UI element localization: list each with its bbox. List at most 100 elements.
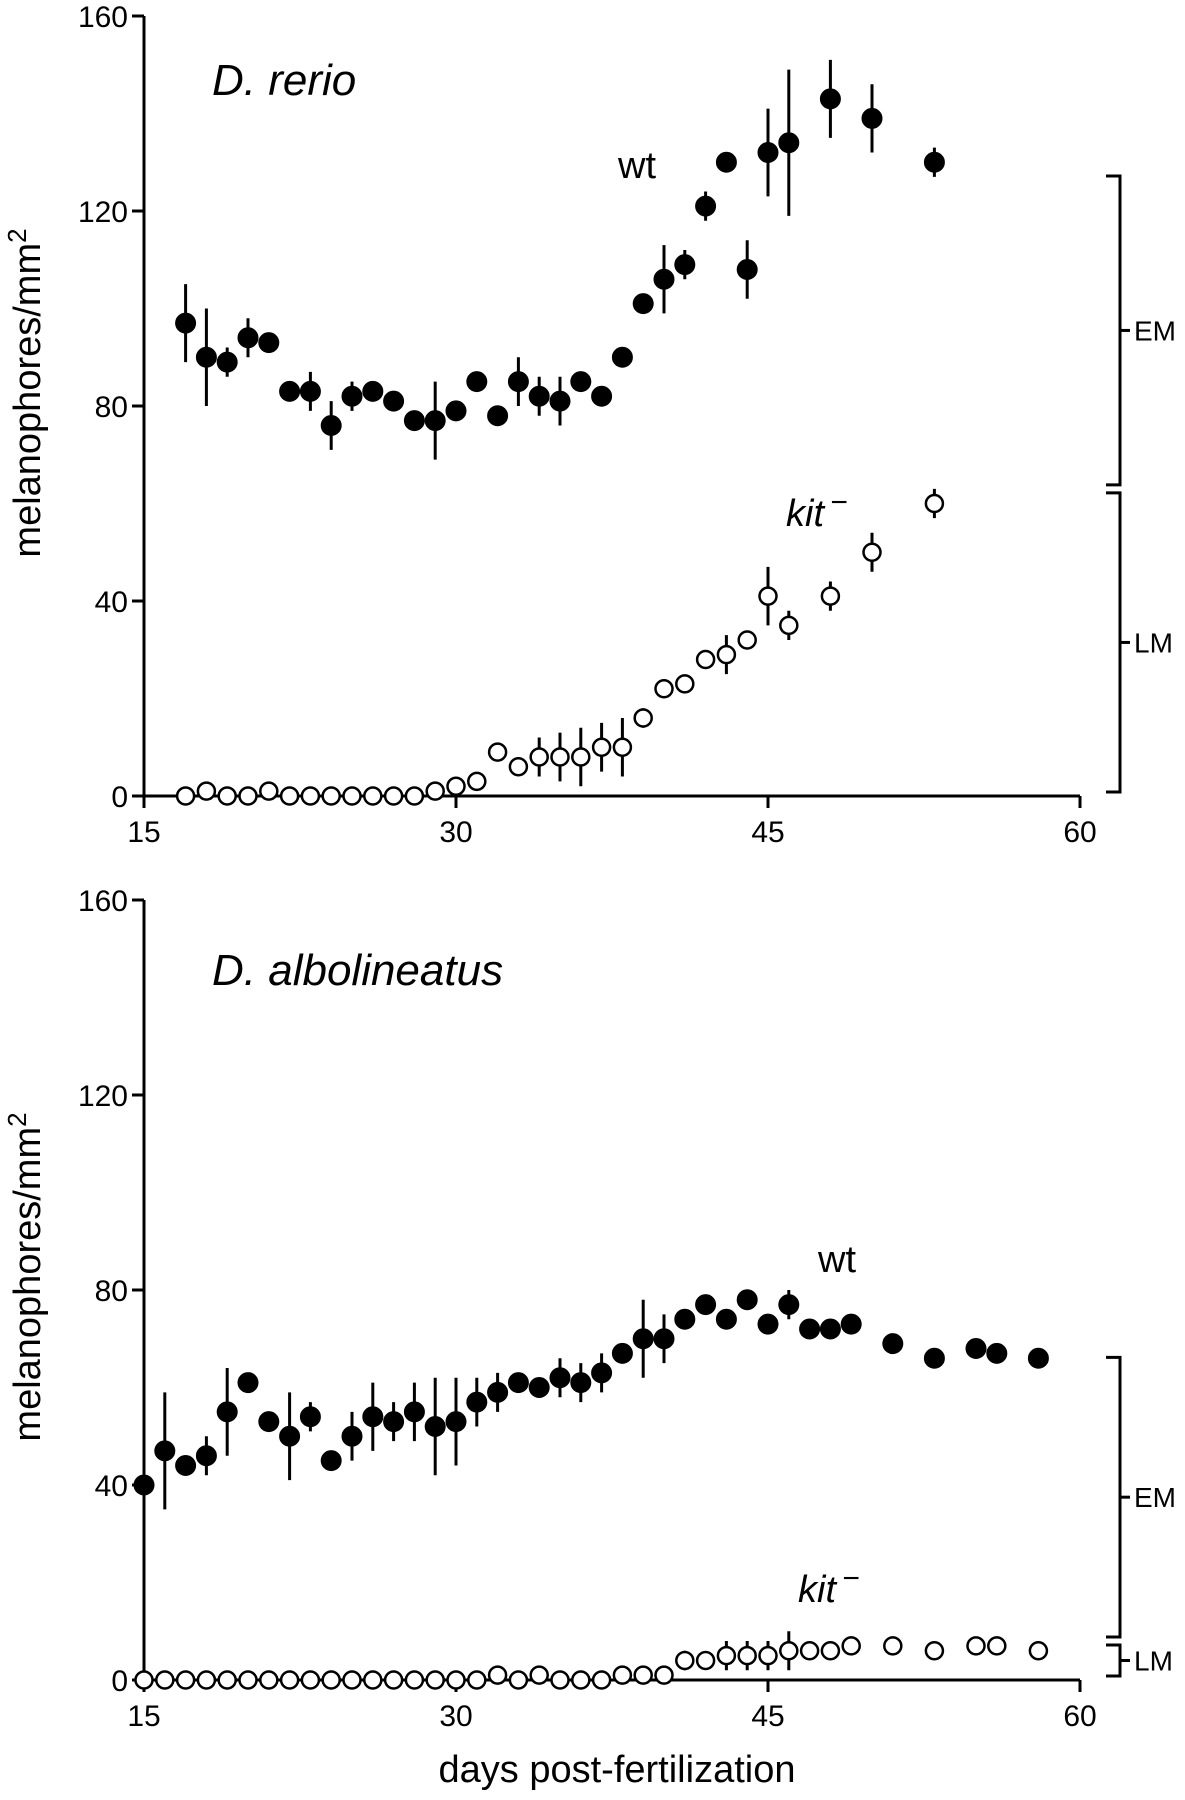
data-point-kit: [550, 1670, 570, 1690]
data-point-wt: [591, 385, 613, 407]
data-point-wt: [632, 293, 654, 315]
data-point-kit: [487, 742, 508, 762]
bracket-label: EM: [1134, 1482, 1176, 1513]
series-label-wt: wt: [617, 145, 656, 187]
data-point-wt: [362, 1406, 384, 1428]
data-point-kit: [467, 771, 487, 792]
data-point-kit: [259, 1670, 279, 1690]
panel-d-rerio: D. rerio melanophores/mm2 wt kit − 0 40 80 1…: [2, 1, 1176, 849]
data-point-wt: [674, 1308, 696, 1330]
data-point-wt: [403, 410, 425, 432]
x-axis-title: days post-fertilization: [439, 1749, 796, 1791]
data-point-kit: [612, 1665, 633, 1685]
data-point-wt: [611, 1342, 633, 1364]
data-point-wt: [840, 1313, 862, 1335]
data-point-kit: [820, 586, 841, 606]
data-point-kit: [654, 679, 674, 699]
data-point-kit: [924, 493, 945, 514]
data-point-kit: [591, 737, 612, 757]
data-point-wt: [279, 1425, 301, 1447]
data-point-kit: [529, 747, 549, 767]
data-point-wt: [466, 1391, 488, 1413]
data-point-kit: [779, 1641, 799, 1661]
data-point-kit: [862, 542, 882, 562]
data-point-kit: [363, 786, 383, 806]
data-point-kit: [695, 1650, 716, 1671]
data-point-kit: [529, 1665, 549, 1685]
data-point-wt: [653, 1328, 675, 1350]
data-point-wt: [403, 1401, 425, 1423]
data-point-kit: [425, 1670, 445, 1690]
data-point-wt: [986, 1342, 1008, 1364]
data-point-kit: [799, 1641, 820, 1661]
data-point-kit: [342, 1670, 362, 1690]
data-point-kit: [675, 1650, 695, 1671]
data-point-kit: [175, 786, 196, 806]
data-point-kit: [571, 747, 591, 767]
data-point-wt: [778, 132, 800, 154]
panel-d-albolineatus: D. albolineatus melanophores/mm2 wt kit −…: [2, 885, 1176, 1733]
data-point-wt: [923, 1347, 945, 1369]
data-point-wt: [466, 371, 488, 393]
bracket-label: LM: [1134, 627, 1173, 658]
bracket-line: [1106, 491, 1122, 794]
data-point-kit: [467, 1670, 487, 1690]
data-point-kit: [716, 644, 737, 665]
y-tick-label: 160: [78, 885, 128, 918]
data-point-kit: [342, 786, 362, 806]
data-point-wt: [341, 1425, 363, 1447]
data-point-wt: [549, 390, 571, 412]
brackets-d-rerio: EM LM: [1106, 174, 1176, 794]
data-point-kit: [758, 586, 778, 606]
data-point-kit: [383, 1670, 404, 1690]
data-point-kit: [217, 786, 237, 806]
data-point-kit: [779, 615, 799, 636]
data-point-wt: [175, 312, 197, 334]
data-point-kit: [425, 781, 445, 801]
data-point-wt: [923, 151, 945, 173]
data-point-kit: [259, 781, 279, 801]
x-tick-label: 45: [751, 1700, 784, 1733]
y-tick-label: 80: [95, 1275, 128, 1308]
data-point-kit: [612, 737, 633, 757]
x-tick-label: 15: [127, 1700, 160, 1733]
data-point-wt: [695, 1294, 717, 1316]
data-point-kit: [758, 1645, 778, 1666]
data-point-wt: [216, 351, 238, 373]
data-point-kit: [321, 1670, 341, 1690]
y-tick-label: 40: [95, 1470, 128, 1503]
data-point-kit: [571, 1670, 591, 1690]
y-tick-label: 120: [78, 196, 128, 229]
data-point-wt: [882, 1333, 904, 1355]
series-label-kit: kit −: [798, 1562, 860, 1611]
data-point-kit: [446, 1670, 466, 1690]
bracket-label: LM: [1134, 1646, 1173, 1677]
x-tick-label: 30: [439, 816, 472, 849]
data-point-kit: [716, 1645, 737, 1666]
data-point-kit: [196, 1670, 217, 1690]
data-point-kit: [966, 1636, 986, 1656]
data-point-kit: [404, 786, 425, 806]
axes-d-rerio: 0 40 80 120 160 15 30 45 60: [78, 1, 1097, 849]
data-point-kit: [633, 1665, 653, 1685]
data-point-wt: [195, 346, 217, 368]
data-point-wt: [237, 1372, 259, 1394]
data-marks-d-albolineatus: [133, 1289, 1049, 1690]
data-point-kit: [238, 1670, 258, 1690]
data-point-kit: [737, 630, 757, 650]
data-point-kit: [695, 649, 716, 670]
data-point-wt: [279, 380, 301, 402]
data-point-wt: [799, 1318, 821, 1340]
data-point-wt: [653, 268, 675, 290]
data-point-wt: [320, 415, 342, 436]
data-point-wt: [299, 380, 321, 402]
data-point-kit: [841, 1636, 861, 1656]
data-point-wt: [674, 254, 696, 276]
series-label-kit: kit −: [786, 486, 848, 535]
data-point-wt: [819, 88, 841, 110]
data-point-wt: [757, 1313, 779, 1335]
data-point-wt: [299, 1406, 321, 1428]
data-point-wt: [445, 1411, 467, 1433]
x-tick-label: 45: [751, 816, 784, 849]
bracket-label: EM: [1134, 315, 1176, 346]
